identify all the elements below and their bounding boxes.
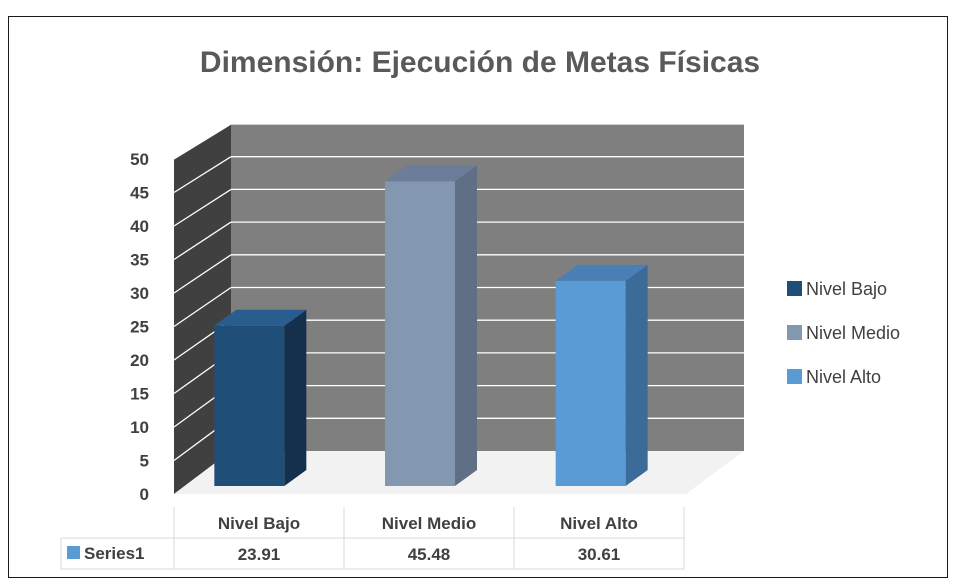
gridline-side xyxy=(173,156,232,194)
y-tick-label: 5 xyxy=(140,452,149,471)
legend-swatch xyxy=(787,325,802,340)
chart-svg: Dimensión: Ejecución de Metas Físicas 0 5… xyxy=(60,46,900,570)
legend-label: Nivel Alto xyxy=(806,367,881,387)
legend: Nivel Bajo Nivel Medio Nivel Alto xyxy=(787,279,900,387)
y-tick-label: 40 xyxy=(130,217,149,236)
data-value-label: 23.91 xyxy=(238,545,281,564)
chart-title: Dimensión: Ejecución de Metas Físicas xyxy=(200,46,760,79)
gridline-side xyxy=(173,188,232,227)
y-tick-label: 20 xyxy=(130,351,149,370)
bar-top xyxy=(555,264,648,281)
y-tick-label: 10 xyxy=(130,418,149,437)
y-tick-label: 15 xyxy=(130,385,149,404)
legend-label: Nivel Medio xyxy=(806,323,900,343)
bar-top xyxy=(214,309,307,326)
bar-group xyxy=(555,264,648,486)
legend-swatch xyxy=(787,369,802,384)
bar-side xyxy=(284,309,307,486)
bar xyxy=(214,325,285,486)
x-category-label: Nivel Alto xyxy=(560,514,638,533)
y-tick-label: 0 xyxy=(140,485,149,504)
y-tick-label: 50 xyxy=(130,150,149,169)
bar-side xyxy=(625,264,648,486)
gridline-side xyxy=(173,254,232,294)
gridline-side xyxy=(173,123,232,160)
y-tick-label: 25 xyxy=(130,318,149,337)
data-value-label: 45.48 xyxy=(408,545,451,564)
bar xyxy=(385,181,455,486)
x-category-label: Nivel Medio xyxy=(382,514,476,533)
bar-top xyxy=(385,165,477,182)
gridline-side xyxy=(173,221,232,261)
gridline-side xyxy=(173,286,232,328)
bar-side xyxy=(455,165,477,486)
y-tick-label: 30 xyxy=(130,284,149,303)
y-tick-label: 35 xyxy=(130,251,149,270)
x-category-label: Nivel Bajo xyxy=(218,514,300,533)
legend-swatch xyxy=(787,281,802,296)
y-tick-label: 45 xyxy=(130,184,149,203)
legend-label: Nivel Bajo xyxy=(806,279,887,299)
data-value-label: 30.61 xyxy=(578,545,621,564)
plot-area: 0 5 10 15 20 25 30 35 40 45 50 xyxy=(130,123,744,504)
table-series-label: Series1 xyxy=(84,544,145,563)
bar xyxy=(555,280,626,486)
bar-group xyxy=(385,165,477,486)
table-series-swatch xyxy=(67,546,80,559)
data-table: Nivel Bajo 23.91 Nivel Medio 45.48 Nivel Alt… xyxy=(60,507,685,570)
bar-group xyxy=(214,309,307,486)
chart-area: Dimensión: Ejecución de Metas Físicas 0 5… xyxy=(8,16,948,578)
